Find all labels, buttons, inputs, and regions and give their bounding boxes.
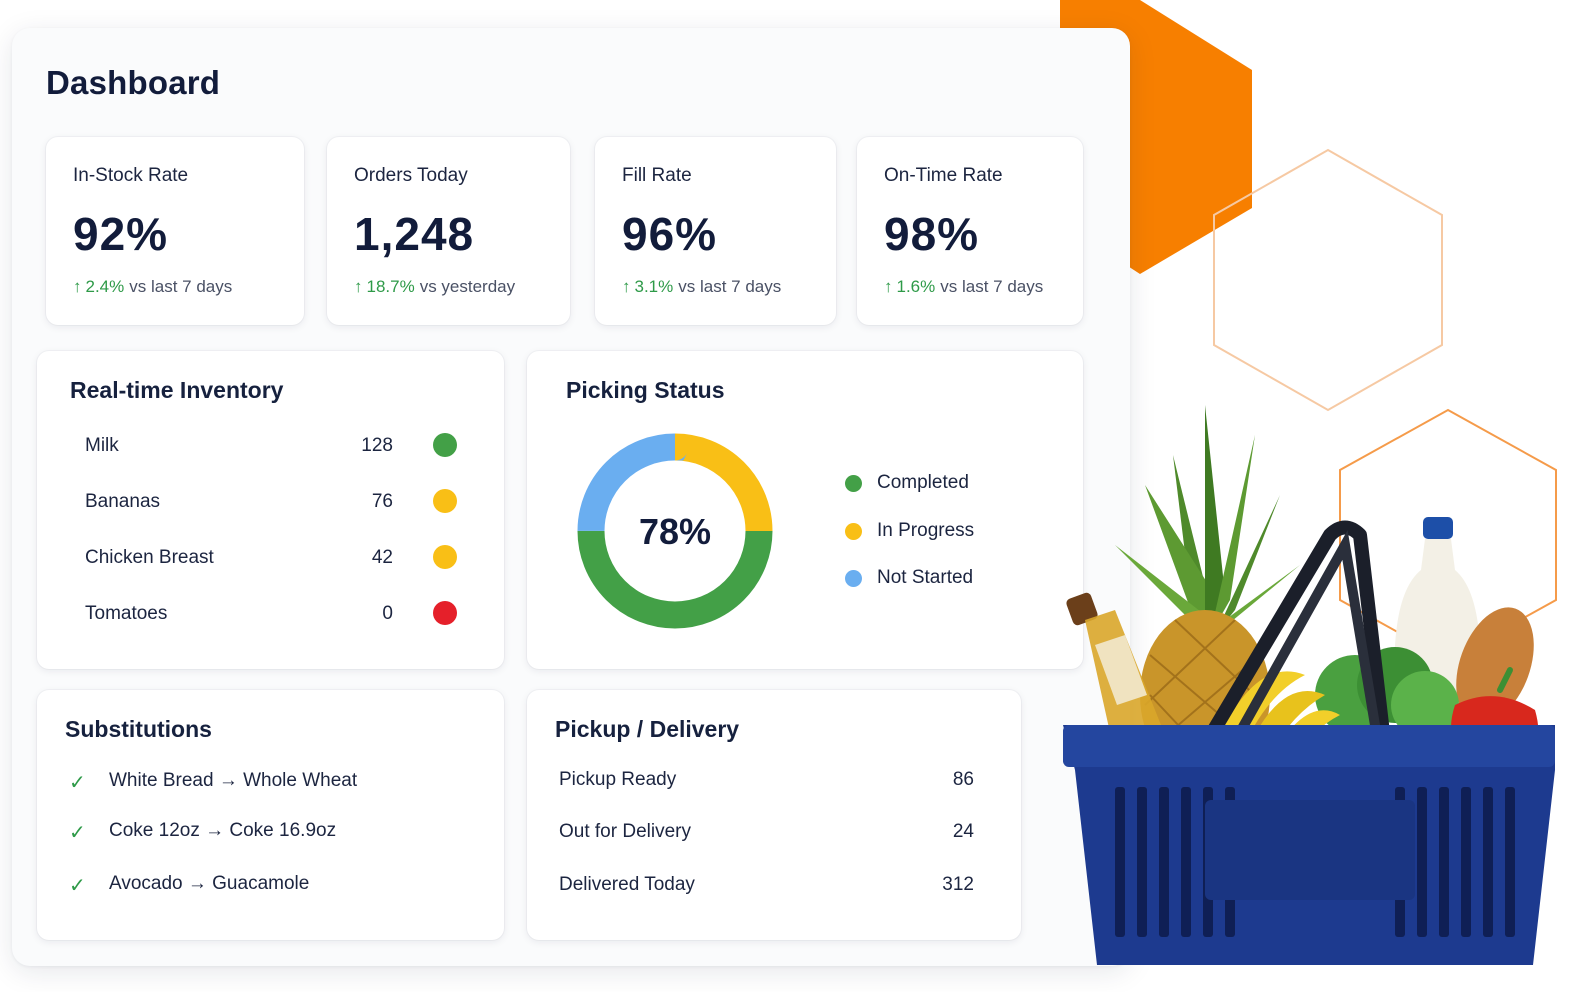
kpi-change-text: vs last 7 days: [678, 277, 782, 296]
legend-label: In Progress: [877, 520, 975, 541]
substitution-text: Coke 12oz → Coke 16.9oz: [109, 820, 337, 841]
substitution-text: White Bread → Whole Wheat: [109, 770, 358, 791]
substitutions-title: Substitutions: [65, 716, 212, 742]
status-dot-icon: [433, 489, 457, 513]
grocery-basket-illustration: [1063, 405, 1555, 965]
pickup-row-value: 24: [952, 821, 974, 842]
kpi-change: ↑ 1.6% vs last 7 days: [884, 277, 1043, 297]
kpi-change-pct: 3.1%: [634, 277, 674, 296]
legend-label: Not Started: [877, 567, 974, 588]
inventory-item-name: Milk: [85, 435, 119, 456]
outline-hexagon-large: [1213, 148, 1443, 412]
kpi-value: 98%: [884, 208, 980, 260]
inventory-item-name: Bananas: [85, 491, 161, 512]
kpi-change: ↑ 2.4% vs last 7 days: [73, 277, 232, 297]
status-dot-icon: [433, 545, 457, 569]
substitution-text: Avocado → Guacamole: [109, 873, 310, 894]
pickup-row-out-for-delivery[interactable]: Out for Delivery 24: [559, 819, 974, 847]
pickup-row-label: Pickup Ready: [559, 769, 677, 790]
donut-segment-not-started: [577, 433, 773, 629]
kpi-change-text: vs yesterday: [419, 277, 516, 296]
bread-icon: [1456, 607, 1534, 723]
kpi-value: 92%: [73, 208, 169, 260]
check-icon: ✓: [69, 875, 86, 897]
inventory-item-qty: 0: [382, 603, 393, 624]
kpi-change-pct: 1.6%: [896, 277, 936, 296]
kpi-label: In-Stock Rate: [73, 165, 189, 186]
pickup-row-label: Out for Delivery: [559, 821, 691, 842]
page-title: Dashboard: [46, 64, 221, 101]
status-dot-icon: [433, 601, 457, 625]
check-icon: ✓: [69, 772, 86, 794]
kpi-label: Orders Today: [354, 165, 468, 186]
kpi-change-pct: 18.7%: [366, 277, 415, 296]
legend-label: Completed: [877, 472, 969, 493]
legend-dot-icon: [845, 475, 862, 492]
legend-dot-icon: [845, 570, 862, 587]
pickup-delivery-card: Pickup / Delivery Pickup Ready 86 Out fo…: [527, 690, 1021, 940]
kpi-change-pct: 2.4%: [85, 277, 125, 296]
kpi-label: On-Time Rate: [884, 165, 1003, 186]
arrow-up-icon: ↑: [884, 277, 893, 296]
kpi-card-orders-today[interactable]: Orders Today 1,248 ↑ 18.7% vs yesterday: [327, 137, 570, 325]
inventory-row-milk[interactable]: Milk 128: [85, 431, 457, 461]
inventory-item-qty: 76: [371, 491, 393, 512]
picking-donut-chart: 78%: [577, 433, 773, 629]
picking-status-card: Picking Status 78% Completed In Progress…: [527, 351, 1083, 669]
inventory-card: Real-time Inventory Milk 128 Bananas 76 …: [37, 351, 504, 669]
inventory-title: Real-time Inventory: [70, 377, 284, 403]
pickup-row-pickup-ready[interactable]: Pickup Ready 86: [559, 767, 974, 795]
inventory-item-qty: 128: [361, 435, 393, 456]
pickup-row-label: Delivered Today: [559, 874, 695, 895]
substitutions-card: Substitutions ✓ White Bread → Whole Whea…: [37, 690, 504, 940]
kpi-change-text: vs last 7 days: [940, 277, 1044, 296]
kpi-change: ↑ 3.1% vs last 7 days: [622, 277, 781, 297]
pickup-row-value: 86: [952, 769, 974, 790]
pickup-row-delivered-today[interactable]: Delivered Today 312: [559, 872, 974, 900]
kpi-card-in-stock-rate[interactable]: In-Stock Rate 92% ↑ 2.4% vs last 7 days: [46, 137, 304, 325]
inventory-item-name: Chicken Breast: [85, 547, 214, 568]
inventory-item-qty: 42: [371, 547, 393, 568]
picking-status-title: Picking Status: [566, 377, 725, 403]
check-icon: ✓: [69, 822, 86, 844]
oil-bottle-icon: [1066, 592, 1165, 755]
kpi-change: ↑ 18.7% vs yesterday: [354, 277, 515, 297]
arrow-up-icon: ↑: [354, 277, 363, 296]
pineapple-leaves-icon: [1115, 405, 1300, 635]
kpi-label: Fill Rate: [622, 165, 692, 186]
status-dot-icon: [433, 433, 457, 457]
inventory-row-bananas[interactable]: Bananas 76: [85, 487, 457, 517]
kpi-value: 96%: [622, 208, 718, 260]
basket-label-plate: [1205, 800, 1415, 900]
basket-handle: [1198, 520, 1392, 751]
legend-dot-icon: [845, 523, 862, 540]
kpi-value: 1,248: [354, 208, 475, 260]
donut-center-label: 78%: [639, 511, 711, 552]
kpi-card-on-time-rate[interactable]: On-Time Rate 98% ↑ 1.6% vs last 7 days: [857, 137, 1083, 325]
arrow-up-icon: ↑: [622, 277, 631, 296]
donut-segment-completed: [577, 433, 773, 629]
pickup-row-value: 312: [942, 874, 974, 895]
arrow-up-icon: ↑: [73, 277, 82, 296]
inventory-row-tomatoes[interactable]: Tomatoes 0: [85, 599, 457, 629]
pickup-delivery-title: Pickup / Delivery: [555, 716, 740, 742]
inventory-row-chicken-breast[interactable]: Chicken Breast 42: [85, 543, 457, 573]
kpi-card-fill-rate[interactable]: Fill Rate 96% ↑ 3.1% vs last 7 days: [595, 137, 836, 325]
inventory-item-name: Tomatoes: [85, 603, 168, 624]
kpi-change-text: vs last 7 days: [129, 277, 233, 296]
